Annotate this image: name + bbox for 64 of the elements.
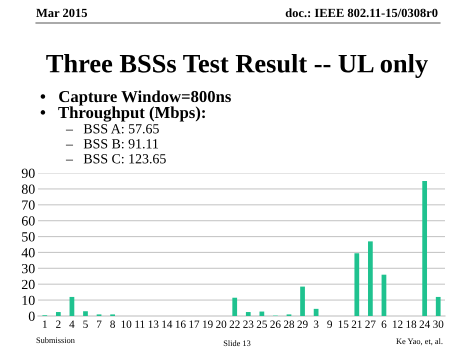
bar	[300, 286, 305, 316]
x-tick-label: 5	[83, 320, 88, 328]
text: • Capture Window=800ns	[40, 90, 231, 106]
x-tick-label: 9	[327, 320, 332, 328]
text: Submission	[36, 337, 75, 344]
text: doc.: IEEE 802.11-15/0308r0	[286, 8, 438, 18]
x-tick-label: 19	[203, 320, 213, 328]
x-tick-label: 21	[352, 320, 362, 328]
text: Slide 13	[224, 340, 250, 346]
y-tick-label: 70	[22, 200, 35, 210]
text: Ke Yao, et, al.	[396, 338, 442, 346]
x-tick-label: 15	[338, 320, 348, 328]
y-tick-label: 50	[22, 232, 35, 242]
bar	[56, 312, 61, 316]
bar	[83, 311, 88, 316]
bar	[70, 296, 74, 316]
x-tick-label: 1	[42, 320, 47, 328]
bar	[246, 312, 251, 316]
bar	[354, 253, 360, 316]
x-tick-label: 26	[270, 320, 281, 328]
text: Mar 2015	[36, 8, 88, 18]
x-tick-label: 23	[243, 320, 254, 328]
y-tick-label: 80	[22, 184, 35, 194]
x-tick-label: 18	[406, 320, 416, 328]
x-tick-label: 7	[97, 320, 102, 328]
x-tick-label: 6	[382, 320, 386, 328]
x-tick-label: 16	[176, 320, 186, 328]
x-tick-label: 4	[69, 320, 75, 328]
x-tick-label: 20	[216, 320, 226, 328]
x-tick-label: 13	[148, 320, 158, 328]
bar	[368, 241, 373, 316]
x-tick-label: 8	[110, 320, 115, 328]
y-tick-label: 20	[22, 280, 35, 290]
x-tick-label: 14	[162, 320, 172, 328]
bar	[259, 312, 264, 316]
bar	[314, 308, 318, 316]
bar	[232, 298, 238, 316]
text: – BSS C: 123.65	[66, 154, 166, 164]
chart-title: Three BSSs Test Result -- UL only	[46, 54, 428, 78]
x-tick-label: 25	[256, 320, 267, 328]
bar	[436, 296, 441, 316]
bar	[382, 274, 386, 316]
text: • Throughput (Mbps):	[40, 106, 205, 122]
x-tick-label: 22	[230, 320, 240, 328]
y-tick-label: 60	[22, 216, 35, 226]
y-tick-label: 90	[22, 168, 35, 178]
x-tick-label: 11	[135, 320, 144, 328]
text: – BSS A: 57.65	[66, 124, 159, 134]
bar	[422, 180, 428, 316]
x-tick-label: 24	[420, 320, 430, 328]
x-tick-label: 29	[297, 320, 308, 328]
y-tick-label: 40	[22, 248, 35, 258]
x-tick-label: 30	[433, 320, 444, 328]
x-tick-label: 17	[189, 320, 200, 328]
y-tick-label: 30	[22, 264, 35, 274]
x-tick-label: 27	[365, 320, 376, 328]
x-tick-label: 2	[56, 320, 61, 328]
x-tick-label: 12	[392, 320, 402, 328]
x-tick-label: 10	[122, 320, 132, 328]
x-tick-label: 28	[284, 320, 294, 328]
y-tick-label: 0	[28, 312, 35, 321]
x-tick-label: 3	[314, 320, 318, 328]
text: – BSS B: 91.11	[66, 139, 158, 149]
y-tick-label: 10	[22, 296, 35, 306]
